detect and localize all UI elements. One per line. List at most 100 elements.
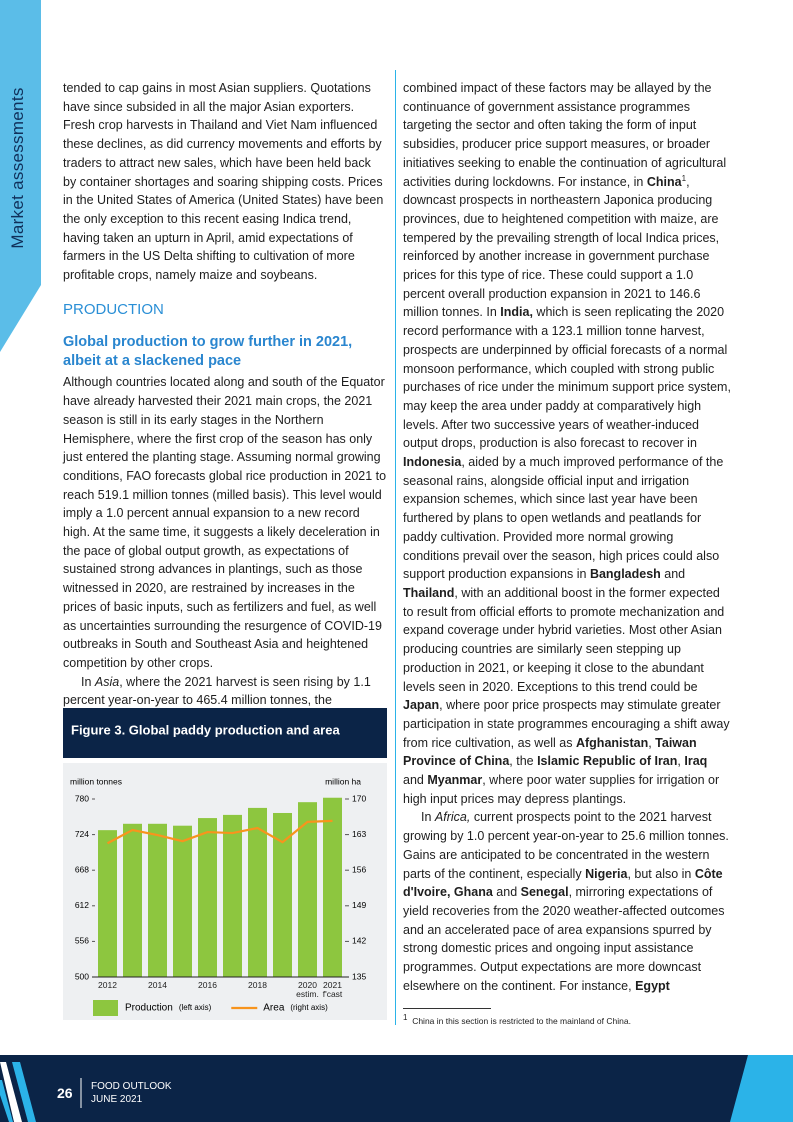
line xyxy=(106,819,333,845)
paragraph: In Africa, current prospects point to th… xyxy=(403,808,731,995)
publication-date: JUNE 2021 xyxy=(91,1094,143,1105)
bar xyxy=(98,830,117,977)
section-title: PRODUCTION xyxy=(63,300,164,318)
y2-tick-label: 149 xyxy=(352,900,366,910)
footnote-text: China in this section is restricted to t… xyxy=(412,1016,631,1026)
bar xyxy=(223,814,242,977)
bar xyxy=(123,823,142,977)
bold-run: India, xyxy=(500,305,533,320)
figure-title: Figure 3. Global paddy production and ar… xyxy=(71,722,340,737)
legend-label: Area xyxy=(263,1003,285,1014)
x-tick-label: 2012 xyxy=(98,980,117,990)
subheading: Global production to grow further in 202… xyxy=(63,334,353,370)
x-tick-label: 2021 f'cast xyxy=(322,980,343,999)
bold-run: Côte d'Ivoire, Ghana xyxy=(403,866,723,900)
x-tick-label: 2014 xyxy=(148,980,167,990)
text-run: which is seen replicating the 2020 recor… xyxy=(403,305,731,451)
paragraph: In Asia, where the 2021 harvest is seen … xyxy=(63,673,387,710)
superscript-run: 1 xyxy=(681,173,687,183)
y-tick-label: 500 xyxy=(75,971,89,981)
legend-swatch xyxy=(93,1000,118,1016)
footer-accent xyxy=(730,1055,793,1122)
text-run: In xyxy=(81,674,95,689)
bold-run: Indonesia xyxy=(403,455,462,470)
right-column: combined impact of these factors may be … xyxy=(403,79,731,995)
y2-tick-label: 156 xyxy=(352,864,366,874)
text-run: , where poor water supplies for irrigati… xyxy=(403,773,720,806)
bold-run: Egypt xyxy=(635,978,670,993)
text-run: , where the 2021 harvest is seen rising … xyxy=(63,674,371,708)
text-run: and xyxy=(403,773,428,788)
y-axis-label: million tonnes xyxy=(70,776,122,786)
figure: Figure 3. Global paddy production and ar… xyxy=(63,708,387,1020)
bar xyxy=(148,823,167,977)
x-tick-label: 2016 xyxy=(198,980,217,990)
y2-tick-label: 170 xyxy=(352,793,366,803)
footer-band xyxy=(0,1055,793,1122)
footnote-rule xyxy=(403,1008,491,1009)
text-run: , mirroring expectations of yield recove… xyxy=(403,885,725,993)
y2-tick-label: 135 xyxy=(352,971,366,981)
column-divider xyxy=(395,70,396,1025)
bold-run: Nigeria xyxy=(585,866,628,881)
footnote-marker: 1 xyxy=(403,1013,408,1023)
y2-tick-label: 163 xyxy=(352,829,366,839)
text-run: , xyxy=(677,754,685,769)
legend-note: (left axis) xyxy=(179,1003,212,1012)
text-run: , with an additional boost in the former… xyxy=(403,585,725,694)
footer-stripe xyxy=(12,1062,36,1122)
bar xyxy=(273,812,292,977)
y-tick-label: 556 xyxy=(75,936,89,946)
bar xyxy=(323,797,342,977)
italic-run: Africa, xyxy=(434,810,471,825)
paragraph: tended to cap gains in most Asian suppli… xyxy=(63,79,387,285)
bold-run: Iraq xyxy=(684,754,708,769)
bold-run: Japan xyxy=(403,698,440,713)
bold-run: Myanmar xyxy=(427,773,483,788)
bar xyxy=(248,807,267,977)
text-run: combined impact of these factors may be … xyxy=(403,81,727,189)
bold-run: Islamic Republic of Iran xyxy=(537,754,678,769)
footer-stripe xyxy=(0,1080,13,1122)
bold-run: China xyxy=(646,174,682,189)
text-run: , downcast prospects in northeastern Jap… xyxy=(403,174,720,320)
y-tick-label: 668 xyxy=(75,864,89,874)
side-tab xyxy=(0,0,41,352)
side-tab-label: Market assessments xyxy=(8,87,27,249)
italic-run: Asia xyxy=(94,674,120,689)
publication-info: FOOD OUTLOOK JUNE 2021 xyxy=(91,1080,172,1106)
text-run: In xyxy=(421,810,435,825)
footer-stripe xyxy=(0,1062,22,1122)
legend-note: (right axis) xyxy=(290,1003,328,1012)
chart: Figure 3. Global paddy production and ar… xyxy=(63,708,387,1020)
text-run: Although countries located along and sou… xyxy=(63,375,387,670)
x-tick-label: 2018 xyxy=(248,980,267,990)
left-column: tended to cap gains in most Asian suppli… xyxy=(63,79,387,710)
text-run: , but also in xyxy=(627,866,695,881)
publication: FOOD OUTLOOK xyxy=(91,1081,172,1092)
paragraph: combined impact of these factors may be … xyxy=(403,79,731,808)
bold-run: Afghanistan xyxy=(575,735,649,750)
y-tick-label: 612 xyxy=(75,900,89,910)
footnote: 1 China in this section is restricted to… xyxy=(403,1013,733,1026)
text-run: and xyxy=(660,567,686,582)
text-run: tended to cap gains in most Asian suppli… xyxy=(63,81,384,283)
bar xyxy=(173,825,192,977)
paragraph: Although countries located along and sou… xyxy=(63,373,387,672)
bold-run: Senegal xyxy=(520,885,569,900)
figure-header xyxy=(63,708,387,758)
bold-run: Taiwan Province of China xyxy=(403,735,697,769)
footer: 26 FOOD OUTLOOK JUNE 2021 xyxy=(0,1055,793,1122)
bar xyxy=(298,802,317,977)
bar xyxy=(198,818,217,977)
text-run: , xyxy=(648,735,656,750)
bold-run: Thailand xyxy=(403,585,455,600)
text-run: , aided by a much improved performance o… xyxy=(403,455,724,582)
text-run: and xyxy=(492,885,521,900)
page-number: 26 xyxy=(57,1085,73,1101)
y2-tick-label: 142 xyxy=(352,936,366,946)
y-tick-label: 780 xyxy=(75,793,89,803)
y-tick-label: 724 xyxy=(75,829,89,839)
